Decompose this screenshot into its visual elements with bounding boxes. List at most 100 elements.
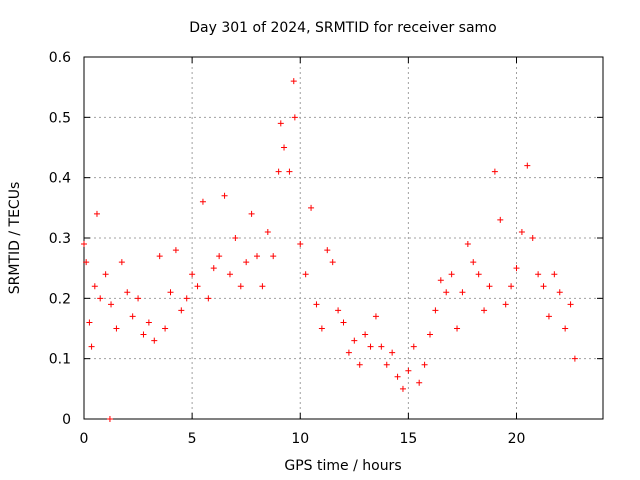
data-point [194,283,201,290]
data-point [113,325,120,332]
data-point [367,343,374,350]
data-point [459,289,466,296]
x-axis-label: GPS time / hours [284,458,401,474]
data-point [448,271,455,278]
data-point [556,289,563,296]
chart-title: Day 301 of 2024, SRMTID for receiver sam… [189,20,497,36]
data-point [345,349,352,356]
data-point [529,235,536,241]
data-point [290,78,297,85]
data-point [248,210,255,217]
x-tick-label: 0 [80,431,89,447]
grid [84,57,603,419]
data-point [416,379,423,386]
data-point [405,367,412,374]
y-tick-label: 0.5 [49,110,71,126]
data-point [421,361,428,368]
data-point [318,325,325,332]
data-point [464,241,471,248]
data-point [562,325,569,332]
data-point [399,385,406,392]
data-point [199,198,206,205]
data-point [513,265,520,272]
data-point [106,416,113,422]
data-point [277,120,284,127]
data-point [340,319,347,326]
data-point [524,162,531,169]
y-tick-label: 0.4 [49,171,71,187]
data-point [135,295,142,302]
data-point [394,373,401,380]
y-tick-label: 0.1 [49,352,71,368]
data-point [356,361,363,368]
data-point [286,168,293,175]
data-point [454,325,461,332]
x-tick-label: 15 [399,431,417,447]
data-point [118,259,125,266]
data-point [162,325,169,332]
data-point [172,247,179,254]
y-tick-label: 0.6 [49,50,71,66]
data-point [389,349,396,356]
data-point [491,168,498,175]
data-point [275,168,282,175]
data-point [232,235,239,241]
data-point [102,271,109,278]
data-point [178,307,185,314]
data-point [571,355,578,362]
data-point [362,331,369,338]
data-point [291,114,298,121]
data-point [518,228,525,235]
data-point [210,265,217,272]
data-point [88,343,95,350]
data-point [259,283,266,290]
data-point [183,295,190,302]
data-point [497,216,504,223]
data-point [237,283,244,290]
data-point [535,271,542,278]
y-axis-label: SRMTID / TECUs [7,182,23,295]
y-tick-label: 0.3 [49,231,71,247]
y-tick-label: 0.2 [49,291,71,307]
data-point [351,337,358,344]
data-point [124,289,131,296]
data-point [281,144,288,151]
data-point [91,283,98,290]
data-point [140,331,147,338]
data-point [410,343,417,350]
data-point [551,271,558,278]
data-point [221,192,228,199]
data-points [81,78,578,422]
data-point [427,331,433,338]
data-point [145,319,152,326]
data-point [264,228,271,235]
x-tick-label: 20 [508,431,526,447]
data-point [329,259,336,266]
data-point [324,247,331,254]
data-point [508,283,515,290]
data-point [313,301,320,308]
data-point [470,259,477,266]
data-point [243,259,250,266]
data-point [437,277,444,284]
data-point [167,289,174,296]
data-point [254,253,260,260]
data-point [226,271,233,278]
data-point [567,301,574,308]
data-point [302,271,309,278]
data-point [378,343,385,350]
data-point [432,307,439,314]
data-point [486,283,493,290]
data-point [297,241,304,248]
y-tick-label: 0 [62,412,71,428]
x-tick-label: 5 [188,431,197,447]
axis-ticks: 0 5 10 15 20 0 0.1 0.2 0.3 0.4 0.5 0.6 [49,50,603,447]
data-point [83,259,90,266]
data-point [443,289,450,296]
data-point [335,307,342,314]
data-point [308,204,315,211]
data-point [93,210,100,217]
data-point [270,253,277,260]
data-point [383,361,390,368]
